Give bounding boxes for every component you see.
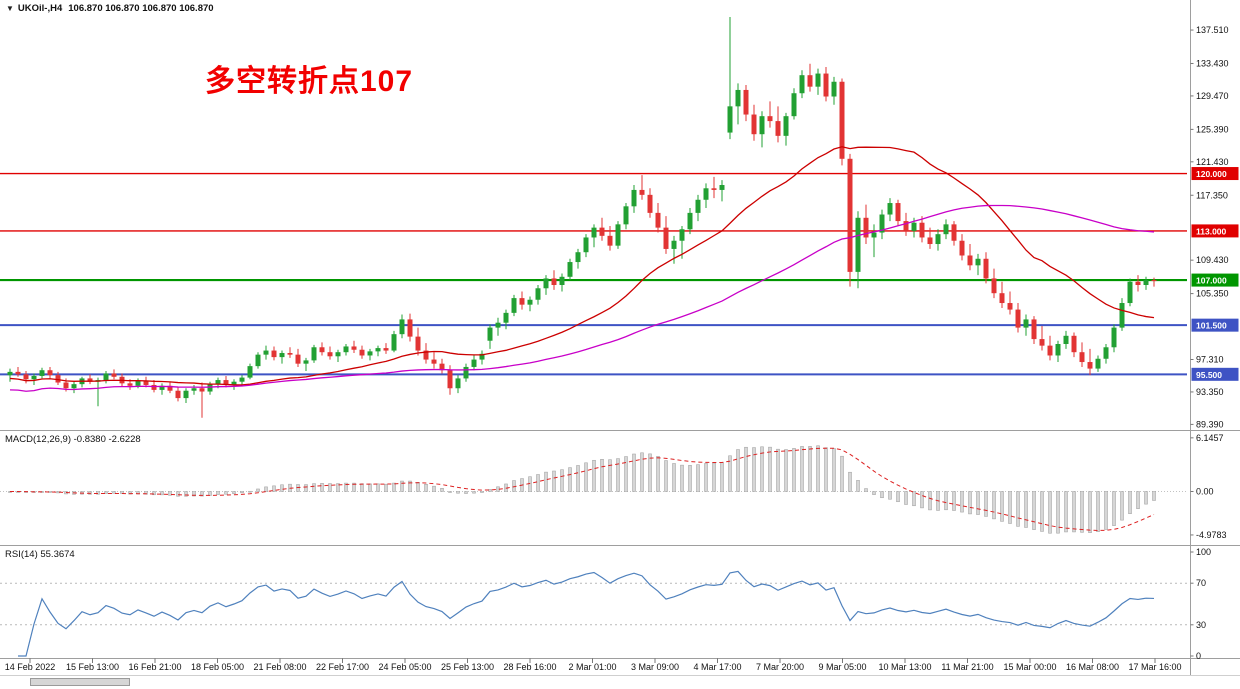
rsi-label: RSI(14) 55.3674 [5,549,75,560]
symbol-dropdown-icon[interactable]: ▼ [6,3,14,13]
h-scrollbar-thumb[interactable] [30,678,130,686]
svg-text:125.390: 125.390 [1196,124,1229,134]
symbol-info[interactable]: ▼ UKOil-,H4 106.870 106.870 106.870 106.… [6,3,214,14]
svg-text:15 Mar 00:00: 15 Mar 00:00 [1003,662,1056,672]
macd-label: MACD(12,26,9) -0.8380 -2.6228 [5,434,141,445]
svg-text:-4.9783: -4.9783 [1196,530,1227,540]
svg-text:14 Feb 2022: 14 Feb 2022 [5,662,56,672]
svg-text:22 Feb 17:00: 22 Feb 17:00 [316,662,369,672]
svg-text:0: 0 [1196,651,1201,661]
svg-text:137.510: 137.510 [1196,25,1229,35]
chart-annotation: 多空转折点107 [205,65,414,98]
svg-text:10 Mar 13:00: 10 Mar 13:00 [878,662,931,672]
svg-text:97.310: 97.310 [1196,354,1224,364]
svg-text:109.430: 109.430 [1196,255,1229,265]
symbol-ohlc-values: 106.870 106.870 106.870 106.870 [68,3,214,14]
svg-text:16 Mar 08:00: 16 Mar 08:00 [1066,662,1119,672]
svg-text:100: 100 [1196,547,1211,557]
svg-text:4 Mar 17:00: 4 Mar 17:00 [693,662,741,672]
svg-text:89.390: 89.390 [1196,419,1224,429]
svg-text:17 Mar 16:00: 17 Mar 16:00 [1128,662,1181,672]
symbol-title: UKOil-,H4 [17,3,63,14]
svg-text:24 Feb 05:00: 24 Feb 05:00 [378,662,431,672]
svg-text:3 Mar 09:00: 3 Mar 09:00 [631,662,679,672]
svg-text:25 Feb 13:00: 25 Feb 13:00 [441,662,494,672]
svg-text:93.350: 93.350 [1196,387,1224,397]
svg-text:28 Feb 16:00: 28 Feb 16:00 [503,662,556,672]
svg-text:15 Feb 13:00: 15 Feb 13:00 [66,662,119,672]
svg-text:113.000: 113.000 [1196,226,1227,236]
svg-text:16 Feb 21:00: 16 Feb 21:00 [128,662,181,672]
svg-text:0.00: 0.00 [1196,486,1214,496]
svg-text:6.1457: 6.1457 [1196,433,1224,443]
svg-text:133.430: 133.430 [1196,58,1229,68]
svg-text:2 Mar 01:00: 2 Mar 01:00 [568,662,616,672]
h-scrollbar[interactable] [0,675,1240,689]
svg-text:117.350: 117.350 [1196,190,1228,200]
svg-text:30: 30 [1196,620,1206,630]
svg-text:95.500: 95.500 [1196,370,1222,380]
svg-text:101.500: 101.500 [1196,321,1227,331]
svg-text:18 Feb 05:00: 18 Feb 05:00 [191,662,244,672]
svg-text:129.470: 129.470 [1196,91,1229,101]
svg-text:121.430: 121.430 [1196,157,1229,167]
svg-text:120.000: 120.000 [1196,169,1227,179]
svg-text:105.350: 105.350 [1196,289,1229,299]
svg-text:9 Mar 05:00: 9 Mar 05:00 [818,662,866,672]
svg-text:107.000: 107.000 [1196,276,1227,286]
svg-text:7 Mar 20:00: 7 Mar 20:00 [756,662,804,672]
svg-text:11 Mar 21:00: 11 Mar 21:00 [941,662,993,672]
svg-text:70: 70 [1196,578,1206,588]
svg-text:21 Feb 08:00: 21 Feb 08:00 [253,662,306,672]
